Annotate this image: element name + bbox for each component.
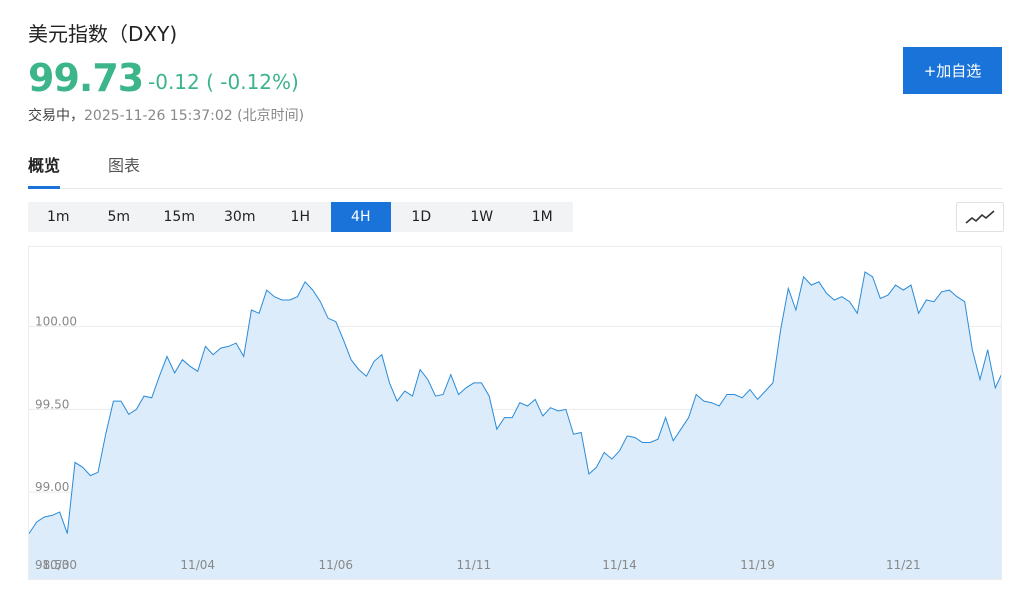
y-tick-label: 99.50 xyxy=(35,397,69,411)
price-change: -0.12 ( -0.12%) xyxy=(148,70,299,94)
current-price: 99.73 xyxy=(28,56,144,100)
x-tick-label: 10/30 xyxy=(42,558,77,572)
range-1d[interactable]: 1D xyxy=(411,209,432,225)
line-chart-icon xyxy=(965,210,995,224)
x-tick-label: 11/04 xyxy=(180,558,215,572)
x-tick-label: 11/14 xyxy=(602,558,637,572)
x-tick-label: 11/06 xyxy=(318,558,353,572)
price-area xyxy=(29,271,1001,579)
y-tick-label: 100.00 xyxy=(35,315,77,329)
range-4h[interactable]: 4H xyxy=(330,202,391,232)
range-5m[interactable]: 5m xyxy=(107,209,131,225)
price-chart: 98.50 99.00 99.50 100.00 10/30 11/04 11/06 11/1… xyxy=(28,246,1002,580)
range-15m[interactable]: 15m xyxy=(163,209,195,225)
range-1w[interactable]: 1W xyxy=(470,209,494,225)
range-1mo[interactable]: 1M xyxy=(531,209,553,225)
range-1h[interactable]: 1H xyxy=(290,209,310,225)
x-tick-label: 11/11 xyxy=(457,558,492,572)
x-tick-label: 11/19 xyxy=(740,558,775,572)
price-chart-svg: 98.50 99.00 99.50 100.00 10/30 11/04 11/06 11/1… xyxy=(29,271,1001,579)
timestamp: 2025-11-26 15:37:02 (北京时间) xyxy=(84,108,305,124)
trading-status: 交易中，2025-11-26 15:37:02 (北京时间) xyxy=(28,105,304,125)
price-line xyxy=(29,271,1001,534)
tab-chart[interactable]: 图表 xyxy=(108,156,141,175)
x-tick-label: 11/21 xyxy=(886,558,921,572)
page-title: 美元指数（DXY) xyxy=(28,22,178,46)
tab-bar: 概览 图表 xyxy=(28,152,1002,189)
time-range-selector: 1m 5m 15m 30m 1H 4H 1D 1W 1M xyxy=(28,202,573,232)
y-tick-label: 98.50 xyxy=(35,558,69,572)
chart-type-button[interactable] xyxy=(956,202,1004,232)
status-label: 交易中， xyxy=(28,108,84,124)
add-to-watchlist-button[interactable]: +加自选 xyxy=(903,47,1002,94)
range-30m[interactable]: 30m xyxy=(224,209,256,225)
tab-overview[interactable]: 概览 xyxy=(28,152,61,189)
y-tick-label: 99.00 xyxy=(35,480,69,494)
range-1m[interactable]: 1m xyxy=(46,209,70,225)
